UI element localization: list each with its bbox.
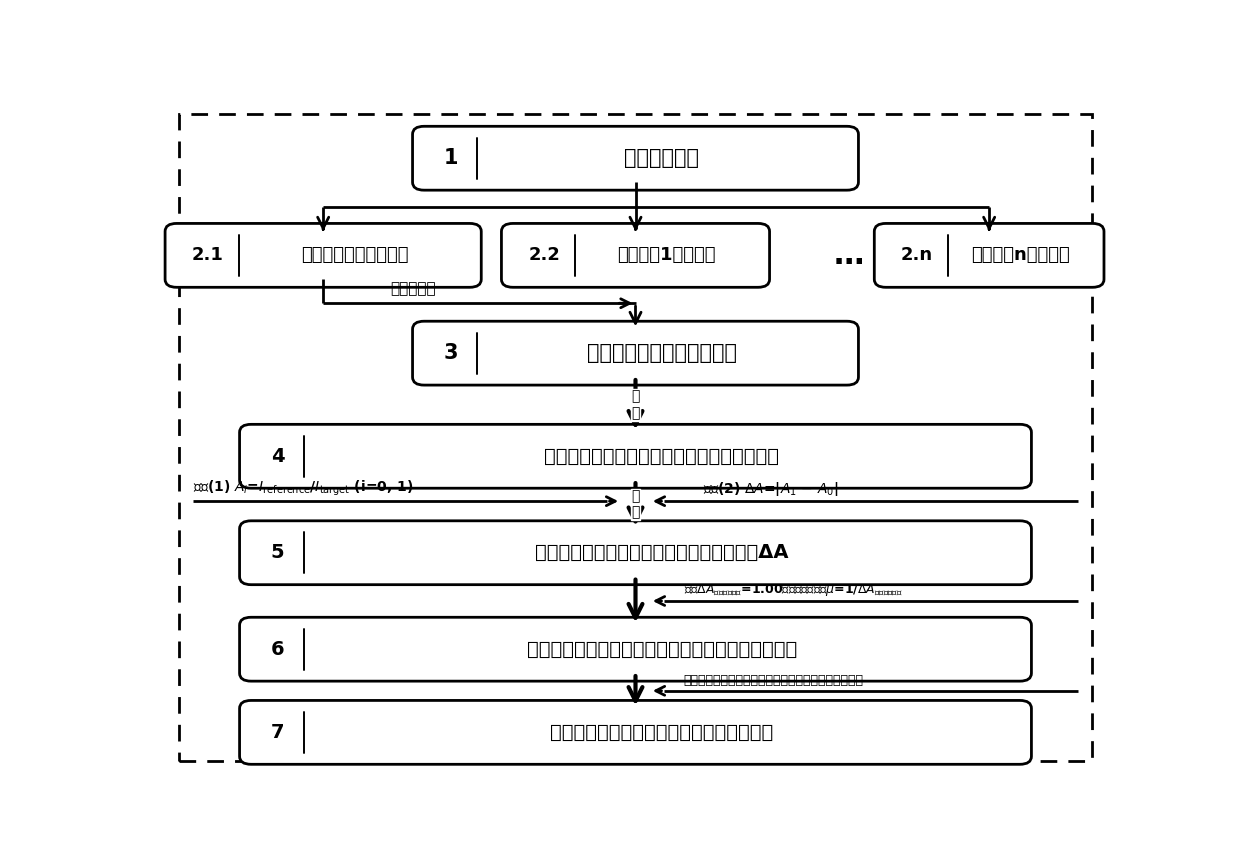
FancyBboxPatch shape bbox=[413, 321, 858, 385]
Text: 影响系数越低，试件在该光源照射下的光损伤程度越低: 影响系数越低，试件在该光源照射下的光损伤程度越低 bbox=[683, 675, 863, 688]
Text: 3: 3 bbox=[443, 343, 458, 363]
Text: 6: 6 bbox=[270, 639, 284, 658]
Text: 2.n: 2.n bbox=[901, 246, 934, 264]
Text: 不同待测光源相比于标准对比光源对试件的影响系数: 不同待测光源相比于标准对比光源对试件的影响系数 bbox=[527, 639, 797, 658]
FancyBboxPatch shape bbox=[239, 617, 1032, 681]
Text: 试件在不同光源照明前后拉曼参数变化差值ΔA: 试件在不同光源照明前后拉曼参数变化差值ΔA bbox=[536, 543, 789, 562]
Text: 拉曼光谱仪: 拉曼光谱仪 bbox=[391, 282, 436, 296]
FancyBboxPatch shape bbox=[179, 114, 1092, 761]
Text: 1: 1 bbox=[443, 149, 458, 168]
FancyBboxPatch shape bbox=[239, 701, 1032, 765]
Text: 2.2: 2.2 bbox=[528, 246, 560, 264]
Text: 4: 4 bbox=[270, 447, 284, 466]
Text: 2.1: 2.1 bbox=[192, 246, 223, 264]
Text: 7: 7 bbox=[270, 723, 284, 742]
Text: 公式(2) $\Delta A$=|$A_1$ $-$ $A_0$|: 公式(2) $\Delta A$=|$A_1$ $-$ $A_0$| bbox=[703, 480, 838, 498]
FancyBboxPatch shape bbox=[239, 424, 1032, 488]
Text: 5: 5 bbox=[270, 543, 284, 562]
FancyBboxPatch shape bbox=[874, 224, 1104, 288]
Text: 公式(1) $A_i$=$I_{\mathrm{reference}}$/$I_{\mathrm{target}}$ (i=0, 1): 公式(1) $A_i$=$I_{\mathrm{reference}}$/$I_… bbox=[193, 479, 414, 498]
Text: 待测光源n照射试件: 待测光源n照射试件 bbox=[971, 246, 1070, 264]
Text: 绘
制: 绘 制 bbox=[631, 390, 640, 420]
FancyBboxPatch shape bbox=[501, 224, 770, 288]
FancyBboxPatch shape bbox=[165, 224, 481, 288]
Text: 模型试件制作: 模型试件制作 bbox=[625, 149, 699, 168]
Text: 照射前后试件拉曼参数检测: 照射前后试件拉曼参数检测 bbox=[587, 343, 737, 363]
Text: 试件照明前后拉曼峰强随拉曼位移变化的谱图: 试件照明前后拉曼峰强随拉曼位移变化的谱图 bbox=[544, 447, 780, 466]
Text: 定义$\Delta A_{标准对比光源}$=1.00，得到折算系数$\mu$=1/$\Delta A_{标准对比光源}$: 定义$\Delta A_{标准对比光源}$=1.00，得到折算系数$\mu$=1… bbox=[683, 581, 903, 598]
FancyBboxPatch shape bbox=[413, 126, 858, 190]
Text: 待测光源1照射试件: 待测光源1照射试件 bbox=[618, 246, 715, 264]
Text: 计
算: 计 算 bbox=[631, 489, 640, 519]
Text: 得到适用不同类型中国文物的最低损伤光源: 得到适用不同类型中国文物的最低损伤光源 bbox=[551, 723, 774, 742]
FancyBboxPatch shape bbox=[239, 521, 1032, 585]
Text: 标准对比光源照射试件: 标准对比光源照射试件 bbox=[300, 246, 408, 264]
Text: …: … bbox=[833, 241, 864, 270]
